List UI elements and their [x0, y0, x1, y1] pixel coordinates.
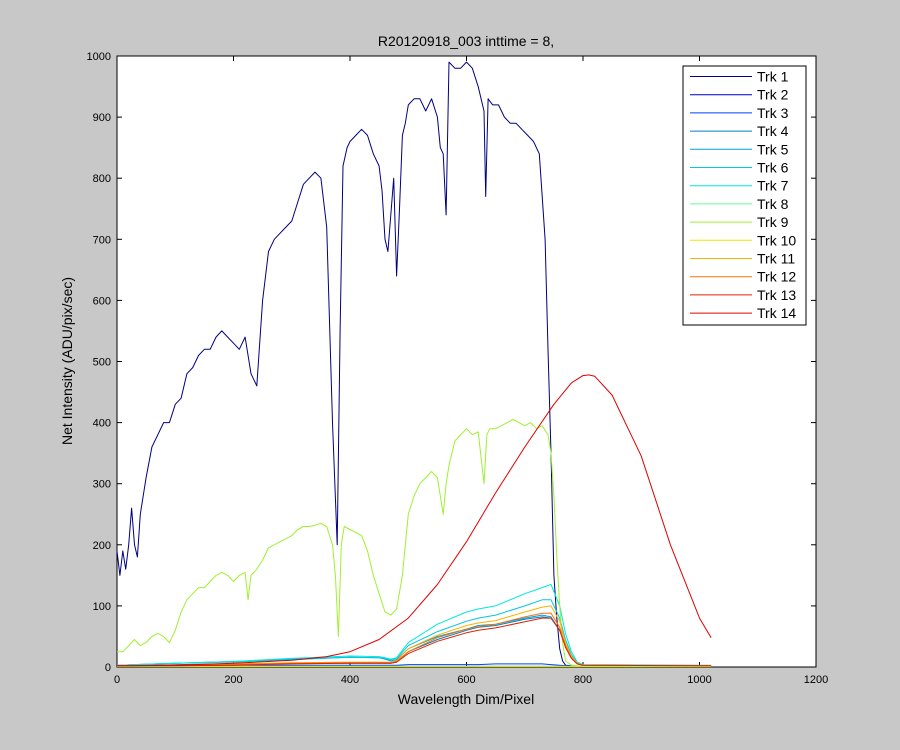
- x-tick-label: 400: [341, 674, 359, 686]
- y-tick-label: 0: [105, 662, 111, 674]
- y-tick-label: 300: [93, 479, 111, 491]
- series-line-trk-11: [116, 605, 712, 667]
- series-line-trk-12: [116, 612, 712, 667]
- x-tick-label: 1000: [687, 674, 711, 686]
- series-line-trk-7: [116, 584, 712, 666]
- x-tick-label: 0: [114, 674, 120, 686]
- y-tick-label: 400: [93, 418, 111, 430]
- y-tick-label: 200: [93, 540, 111, 552]
- series-line-trk-13: [117, 617, 712, 667]
- series-line-trk-6: [116, 599, 712, 667]
- y-tick-label: 1000: [87, 51, 111, 63]
- legend-label-trk-10: Trk 10: [757, 232, 796, 248]
- x-tick-label: 600: [457, 674, 475, 686]
- legend-label-trk-3: Trk 3: [757, 105, 789, 121]
- series-line-trk-3: [117, 663, 712, 667]
- legend-label-trk-2: Trk 2: [757, 87, 789, 103]
- y-tick-label: 800: [93, 173, 111, 185]
- legend-label-trk-5: Trk 5: [757, 141, 789, 157]
- legend-label-trk-14: Trk 14: [757, 305, 796, 321]
- y-tick-label: 100: [93, 601, 111, 613]
- x-tick-label: 800: [574, 674, 592, 686]
- series-line-trk-9: [117, 419, 712, 667]
- legend-box: [682, 65, 807, 326]
- legend-label-trk-11: Trk 11: [757, 251, 795, 267]
- y-tick-label: 600: [93, 295, 111, 307]
- legend-label-trk-13: Trk 13: [757, 287, 796, 303]
- legend-label-trk-6: Trk 6: [757, 160, 789, 176]
- y-tick-label: 700: [93, 234, 111, 246]
- y-axis-label: Net Intensity (ADU/pix/sec): [59, 277, 75, 445]
- legend-label-trk-9: Trk 9: [757, 214, 789, 230]
- chart-title: R20120918_003 inttime = 8,: [378, 33, 554, 49]
- x-tick-label: 1200: [804, 674, 828, 686]
- legend-label-trk-4: Trk 4: [757, 123, 789, 139]
- legend-label-trk-12: Trk 12: [757, 269, 796, 285]
- series-group: [116, 61, 712, 667]
- legend-label-trk-8: Trk 8: [757, 196, 789, 212]
- legend: Trk 1 Trk 2 Trk 3 Trk 4 Trk 5 Trk 6 Trk 7 Trk 8…: [682, 65, 807, 326]
- y-tick-label: 900: [93, 112, 111, 124]
- axis-ticks: 0 200 400 600 800 1000 1200 0 100 200 300 400 500 600…: [87, 51, 829, 686]
- legend-label-trk-7: Trk 7: [757, 178, 789, 194]
- series-line-trk-1: [116, 61, 712, 667]
- legend-label-trk-1: Trk 1: [757, 69, 789, 85]
- series-line-trk-14: [116, 374, 712, 667]
- x-axis-label: Wavelength Dim/Pixel: [398, 691, 534, 707]
- y-tick-label: 500: [93, 357, 111, 369]
- x-tick-label: 200: [224, 674, 242, 686]
